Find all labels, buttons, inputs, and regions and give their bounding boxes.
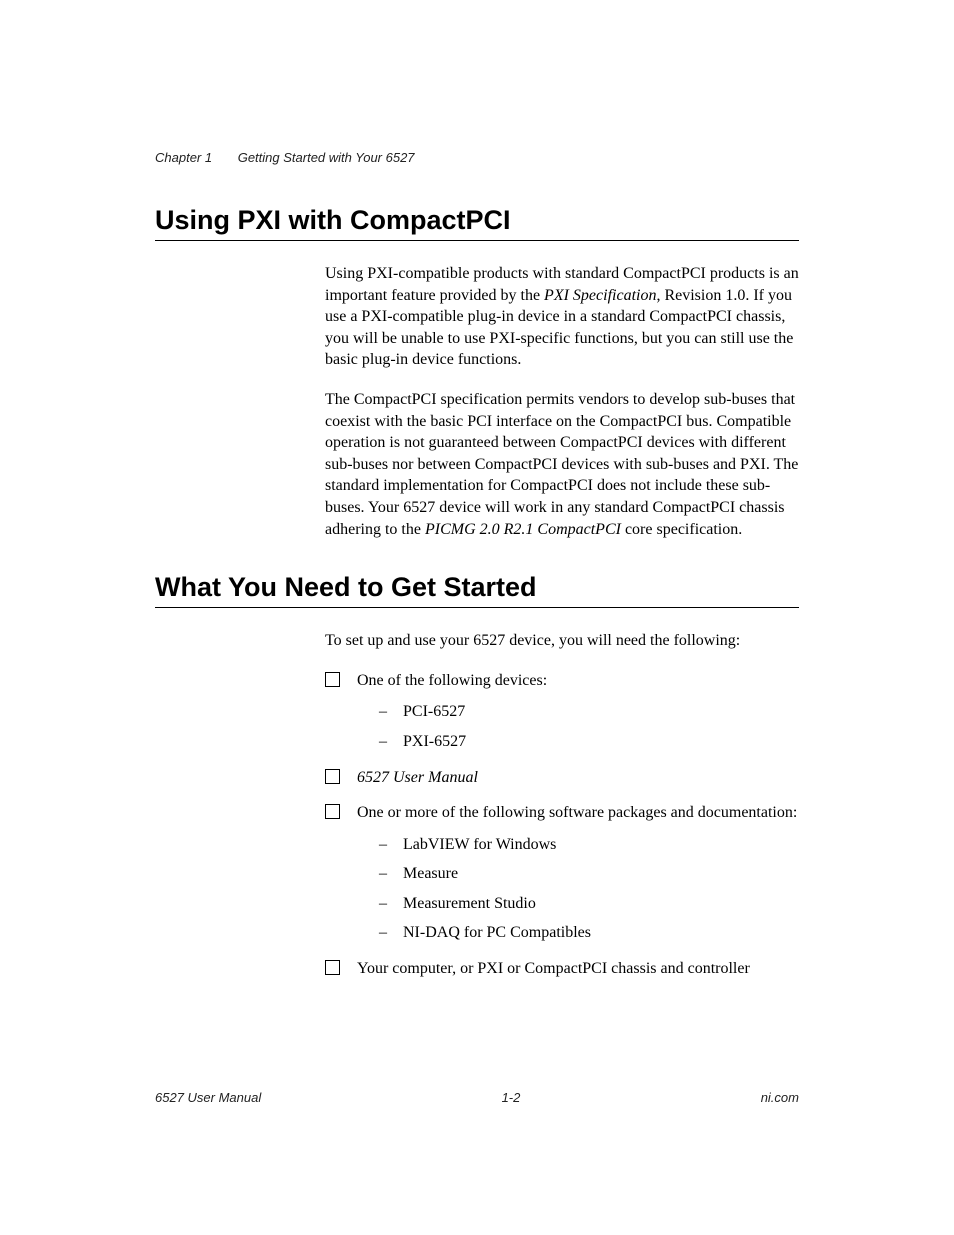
text-run: The CompactPCI specification permits ven…: [325, 391, 798, 538]
checklist-item: 6527 User Manual: [325, 767, 799, 789]
text-run: core specification.: [621, 521, 742, 538]
header-chapter: Chapter 1: [155, 150, 212, 165]
sub-list-item: LabVIEW for Windows: [379, 834, 799, 856]
section1-body: Using PXI-compatible products with stand…: [325, 263, 799, 540]
sub-list-item: Measure: [379, 863, 799, 885]
section2-body: To set up and use your 6527 device, you …: [325, 630, 799, 980]
sub-list-item: PCI-6527: [379, 701, 799, 723]
checkbox-icon: [325, 960, 340, 975]
checklist-item: Your computer, or PXI or CompactPCI chas…: [325, 958, 799, 980]
footer-left: 6527 User Manual: [155, 1090, 261, 1105]
checkbox-icon: [325, 672, 340, 687]
checklist: One of the following devices: PCI-6527 P…: [325, 670, 799, 980]
sub-list-item: Measurement Studio: [379, 893, 799, 915]
checklist-item-text: Your computer, or PXI or CompactPCI chas…: [357, 960, 750, 977]
heading-using-pxi: Using PXI with CompactPCI: [155, 205, 799, 241]
document-page: Chapter 1 Getting Started with Your 6527…: [0, 0, 954, 1235]
sub-list: PCI-6527 PXI-6527: [379, 701, 799, 752]
intro-text: To set up and use your 6527 device, you …: [325, 630, 799, 652]
paragraph: The CompactPCI specification permits ven…: [325, 389, 799, 540]
checklist-item: One or more of the following software pa…: [325, 802, 799, 944]
checklist-item: One of the following devices: PCI-6527 P…: [325, 670, 799, 753]
running-header: Chapter 1 Getting Started with Your 6527: [155, 150, 799, 165]
paragraph: Using PXI-compatible products with stand…: [325, 263, 799, 371]
checklist-item-text: One of the following devices:: [357, 672, 547, 689]
header-title: Getting Started with Your 6527: [238, 150, 415, 165]
page-footer: 6527 User Manual 1-2 ni.com: [155, 1090, 799, 1105]
checklist-item-text: One or more of the following software pa…: [357, 804, 797, 821]
sub-list: LabVIEW for Windows Measure Measurement …: [379, 834, 799, 944]
checkbox-icon: [325, 804, 340, 819]
footer-right: ni.com: [761, 1090, 799, 1105]
checklist-item-text: 6527 User Manual: [357, 769, 478, 786]
text-emphasis: PXI Specification: [544, 287, 656, 304]
footer-center: 1-2: [502, 1090, 521, 1105]
checkbox-icon: [325, 769, 340, 784]
sub-list-item: NI-DAQ for PC Compatibles: [379, 922, 799, 944]
heading-get-started: What You Need to Get Started: [155, 572, 799, 608]
text-emphasis: PICMG 2.0 R2.1 CompactPCI: [425, 521, 621, 538]
sub-list-item: PXI-6527: [379, 731, 799, 753]
